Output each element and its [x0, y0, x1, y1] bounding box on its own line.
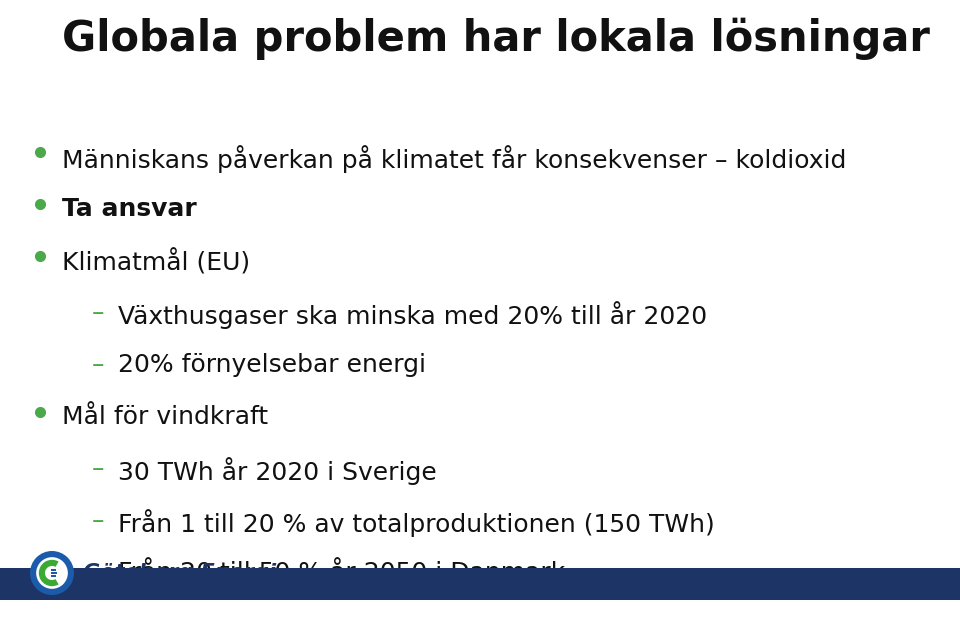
Bar	[51, 572, 57, 574]
Bar	[0, 568, 960, 600]
Text: Klimatmål (EU): Klimatmål (EU)	[62, 249, 251, 276]
Text: Globala problem har lokala lösningar: Globala problem har lokala lösningar	[62, 18, 930, 61]
Text: Från 1 till 20 % av totalproduktionen (150 TWh): Från 1 till 20 % av totalproduktionen (1…	[118, 509, 715, 537]
Text: –: –	[92, 353, 105, 377]
Text: Mål för vindkraft: Mål för vindkraft	[62, 405, 268, 429]
Wedge shape	[38, 560, 59, 586]
Circle shape	[36, 557, 68, 589]
Bar	[51, 569, 56, 571]
Text: Göteborg Energi: Göteborg Energi	[83, 563, 276, 583]
Text: 20% förnyelsebar energi: 20% förnyelsebar energi	[118, 353, 426, 377]
Text: Ta ansvar: Ta ansvar	[62, 197, 197, 221]
Text: –: –	[92, 561, 105, 585]
Text: Växthusgaser ska minska med 20% till år 2020: Växthusgaser ska minska med 20% till år …	[118, 301, 708, 329]
Bar	[51, 575, 56, 577]
Text: Människans påverkan på klimatet får konsekvenser – koldioxid: Människans påverkan på klimatet får kons…	[62, 145, 847, 173]
Text: Från 20 till 50 % år 2050 i Danmark: Från 20 till 50 % år 2050 i Danmark	[118, 561, 565, 585]
Circle shape	[30, 551, 74, 595]
Text: 30 TWh år 2020 i Sverige: 30 TWh år 2020 i Sverige	[118, 457, 437, 485]
Text: –: –	[92, 301, 105, 325]
Text: –: –	[92, 457, 105, 481]
Text: –: –	[92, 509, 105, 533]
